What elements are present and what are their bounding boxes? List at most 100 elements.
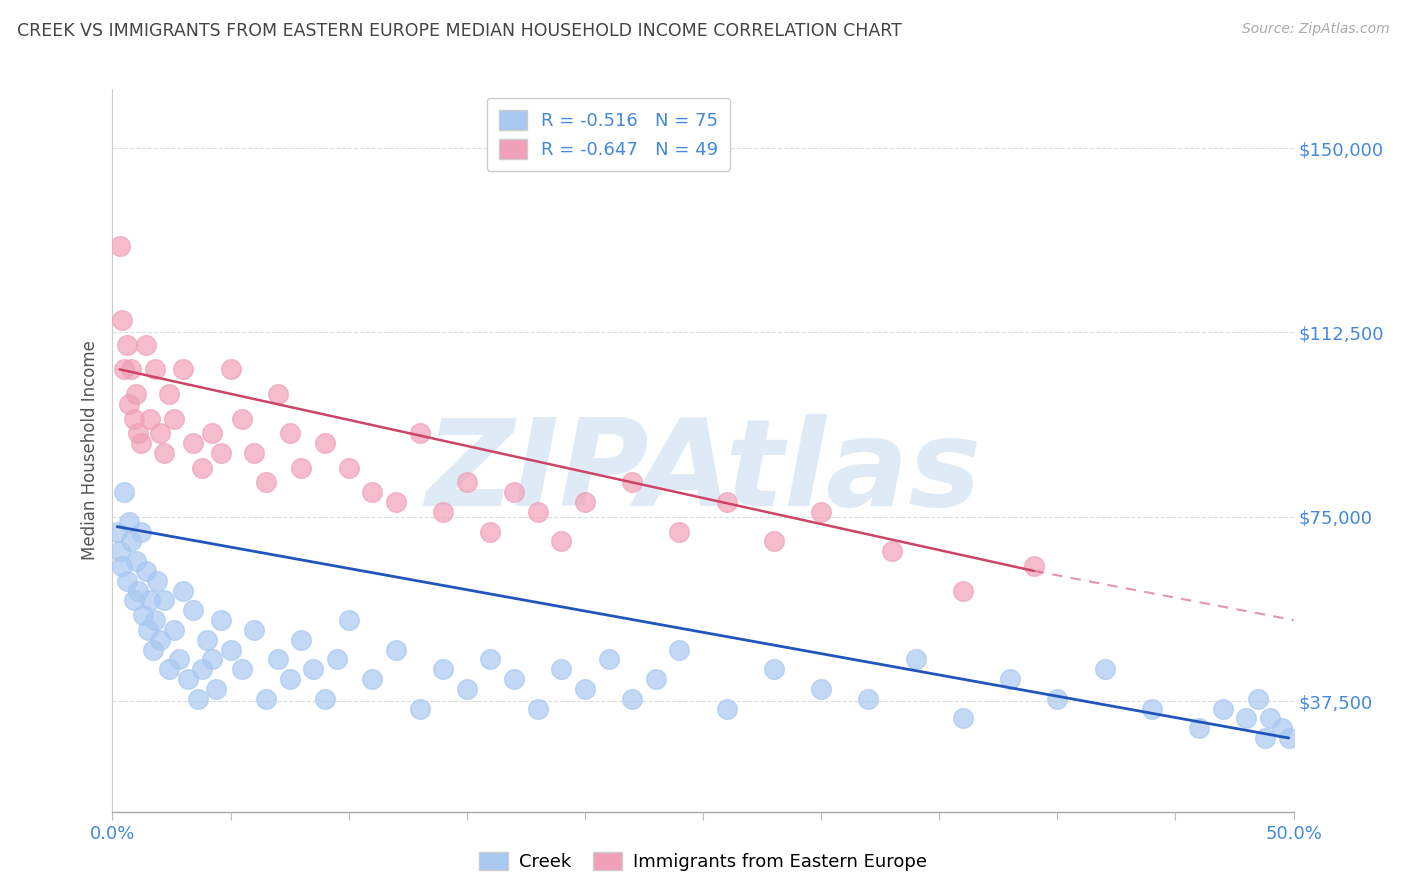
- Point: [290, 632, 312, 647]
- Point: [112, 362, 135, 376]
- Point: [143, 613, 166, 627]
- Point: [716, 495, 738, 509]
- Point: [479, 652, 502, 666]
- Point: [998, 672, 1021, 686]
- Y-axis label: Median Household Income: Median Household Income: [80, 341, 98, 560]
- Text: CREEK VS IMMIGRANTS FROM EASTERN EUROPE MEDIAN HOUSEHOLD INCOME CORRELATION CHAR: CREEK VS IMMIGRANTS FROM EASTERN EUROPE …: [17, 22, 901, 40]
- Point: [195, 632, 218, 647]
- Point: [337, 613, 360, 627]
- Point: [118, 397, 141, 411]
- Point: [146, 574, 169, 588]
- Point: [142, 642, 165, 657]
- Point: [125, 554, 148, 568]
- Point: [143, 362, 166, 376]
- Point: [952, 711, 974, 725]
- Point: [108, 239, 131, 253]
- Point: [278, 426, 301, 441]
- Point: [267, 652, 290, 666]
- Point: [201, 652, 224, 666]
- Legend: R = -0.516   N = 75, R = -0.647   N = 49: R = -0.516 N = 75, R = -0.647 N = 49: [486, 98, 730, 171]
- Point: [153, 593, 176, 607]
- Point: [115, 574, 138, 588]
- Point: [1022, 558, 1045, 573]
- Point: [181, 436, 204, 450]
- Legend: Creek, Immigrants from Eastern Europe: Creek, Immigrants from Eastern Europe: [472, 845, 934, 879]
- Point: [432, 662, 454, 676]
- Point: [231, 411, 253, 425]
- Point: [177, 672, 200, 686]
- Point: [122, 593, 145, 607]
- Point: [115, 338, 138, 352]
- Point: [120, 534, 142, 549]
- Point: [1278, 731, 1301, 745]
- Point: [314, 436, 336, 450]
- Point: [880, 544, 903, 558]
- Point: [668, 524, 690, 539]
- Point: [952, 583, 974, 598]
- Point: [762, 662, 785, 676]
- Point: [254, 475, 277, 490]
- Point: [209, 446, 232, 460]
- Point: [172, 362, 194, 376]
- Point: [172, 583, 194, 598]
- Point: [526, 505, 548, 519]
- Point: [1234, 711, 1257, 725]
- Point: [503, 672, 526, 686]
- Point: [290, 460, 312, 475]
- Point: [129, 436, 152, 450]
- Point: [163, 623, 186, 637]
- Point: [191, 662, 214, 676]
- Point: [139, 593, 162, 607]
- Point: [1247, 691, 1270, 706]
- Point: [456, 681, 478, 696]
- Point: [219, 362, 242, 376]
- Point: [136, 623, 159, 637]
- Point: [574, 681, 596, 696]
- Point: [302, 662, 325, 676]
- Point: [153, 446, 176, 460]
- Point: [408, 426, 430, 441]
- Point: [337, 460, 360, 475]
- Point: [231, 662, 253, 676]
- Point: [385, 495, 408, 509]
- Point: [598, 652, 620, 666]
- Point: [111, 313, 134, 327]
- Point: [456, 475, 478, 490]
- Point: [120, 362, 142, 376]
- Point: [112, 485, 135, 500]
- Point: [191, 460, 214, 475]
- Point: [118, 515, 141, 529]
- Point: [550, 662, 572, 676]
- Point: [326, 652, 349, 666]
- Point: [163, 411, 186, 425]
- Point: [361, 485, 384, 500]
- Point: [526, 701, 548, 715]
- Point: [1271, 721, 1294, 735]
- Point: [186, 691, 208, 706]
- Point: [385, 642, 408, 657]
- Point: [219, 642, 242, 657]
- Point: [574, 495, 596, 509]
- Text: Source: ZipAtlas.com: Source: ZipAtlas.com: [1241, 22, 1389, 37]
- Point: [1046, 691, 1069, 706]
- Point: [243, 446, 266, 460]
- Point: [139, 411, 162, 425]
- Point: [1258, 711, 1281, 725]
- Point: [129, 524, 152, 539]
- Point: [201, 426, 224, 441]
- Point: [181, 603, 204, 617]
- Point: [205, 681, 228, 696]
- Point: [361, 672, 384, 686]
- Point: [105, 524, 128, 539]
- Point: [135, 338, 157, 352]
- Point: [621, 691, 644, 706]
- Point: [108, 544, 131, 558]
- Point: [167, 652, 190, 666]
- Point: [127, 426, 149, 441]
- Point: [1094, 662, 1116, 676]
- Point: [858, 691, 880, 706]
- Point: [122, 411, 145, 425]
- Point: [209, 613, 232, 627]
- Point: [111, 558, 134, 573]
- Point: [149, 632, 172, 647]
